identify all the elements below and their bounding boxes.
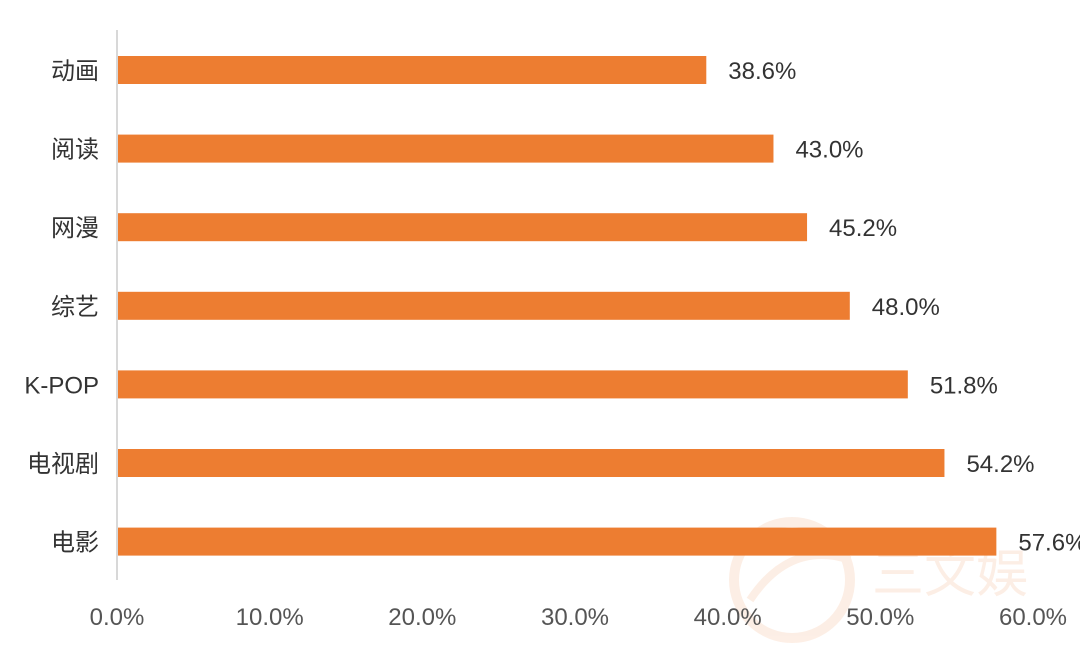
- bar: [118, 291, 850, 320]
- category-label: K-POP: [24, 372, 99, 399]
- x-tick-label: 30.0%: [541, 604, 609, 631]
- category-label: 动画: [51, 58, 99, 85]
- value-label: 54.2%: [966, 451, 1034, 478]
- value-label: 48.0%: [872, 294, 940, 321]
- category-label: 阅读: [51, 137, 99, 164]
- value-label: 57.6%: [1018, 530, 1080, 557]
- bars-group: [118, 56, 997, 556]
- watermark-circle-icon: [729, 517, 855, 643]
- bar: [118, 134, 774, 163]
- x-axis-ticks: 0.0% 10.0% 20.0% 30.0% 40.0% 50.0% 60.0%: [90, 604, 1067, 631]
- bar: [118, 527, 997, 556]
- value-label: 51.8%: [930, 372, 998, 399]
- bar: [118, 213, 808, 242]
- category-label: 电影: [51, 530, 99, 557]
- value-label: 43.0%: [795, 137, 863, 164]
- category-label: 网漫: [51, 215, 99, 242]
- x-tick-label: 0.0%: [90, 604, 145, 631]
- category-label: 电视剧: [27, 451, 99, 478]
- bar: [118, 370, 908, 399]
- x-tick-label: 10.0%: [236, 604, 304, 631]
- value-label: 38.6%: [728, 58, 796, 85]
- x-tick-label: 60.0%: [999, 604, 1067, 631]
- x-tick-label: 20.0%: [388, 604, 456, 631]
- bar: [118, 449, 945, 477]
- x-tick-label: 50.0%: [846, 604, 914, 631]
- x-tick-label: 40.0%: [694, 604, 762, 631]
- value-labels: 38.6% 43.0% 45.2% 48.0% 51.8% 54.2% 57.6%: [728, 58, 1080, 557]
- watermark-logo: 三文娱: [729, 517, 1028, 643]
- watermark-text: 三文娱: [872, 546, 1028, 604]
- category-label: 综艺: [51, 294, 99, 321]
- watermark-swoosh-icon: [746, 551, 852, 603]
- bar: [118, 56, 707, 84]
- value-label: 45.2%: [829, 215, 897, 242]
